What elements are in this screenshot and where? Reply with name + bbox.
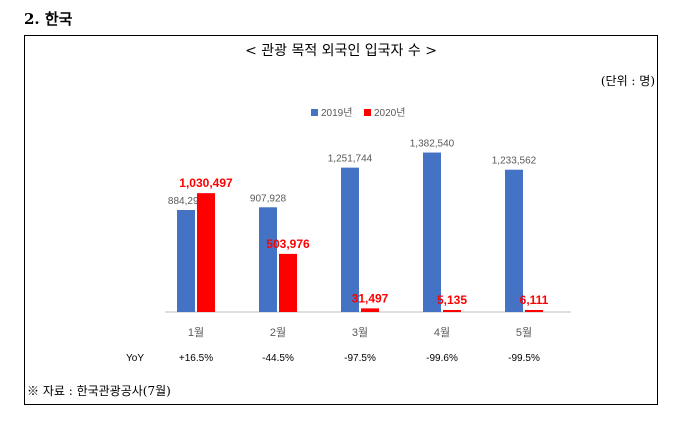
x-tick-label: 4월 (434, 326, 450, 339)
data-label-2020: 31,497 (352, 291, 389, 305)
bars-layer: 884,293 1,030,497 1월 907,928 503,976 2월 1,251,… (168, 139, 549, 339)
section-title: 2. 한국 (24, 10, 73, 28)
data-label-2019: 1,382,540 (410, 139, 455, 150)
bar-2020-2 (279, 253, 297, 312)
yoy-value: -97.5% (344, 353, 376, 364)
x-tick-label: 2월 (270, 326, 286, 339)
x-tick-label: 1월 (188, 326, 204, 339)
data-label-2020: 503,976 (266, 237, 310, 251)
yoy-value: +16.5% (179, 353, 213, 364)
legend-label-2020: 2020년 (374, 107, 405, 119)
bar-2020-5 (525, 310, 543, 312)
data-label-2019: 1,251,744 (328, 154, 373, 165)
legend-swatch-2020 (364, 109, 371, 116)
chart-title: < 관광 목적 외국인 입국자 수 > (245, 43, 437, 59)
data-label-2020: 6,111 (520, 293, 549, 307)
legend: 2019년 2020년 (311, 107, 405, 119)
bar-2019-1 (177, 210, 195, 312)
data-label-2020: 5,135 (437, 293, 467, 307)
legend-label-2019: 2019년 (321, 107, 352, 119)
yoy-label: YoY (126, 353, 144, 364)
bar-2019-5 (505, 169, 523, 312)
bar-2019-3 (341, 167, 359, 312)
yoy-row: +16.5% -44.5% -97.5% -99.6% -99.5% (179, 353, 540, 364)
yoy-value: -99.5% (508, 353, 540, 364)
bar-2020-4 (443, 310, 461, 312)
legend-swatch-2019 (311, 109, 318, 116)
data-label-2019: 1,233,562 (492, 156, 537, 167)
unit-label: (단위 : 명) (601, 74, 655, 88)
x-tick-label: 3월 (352, 326, 368, 339)
data-label-2020: 1,030,497 (179, 176, 233, 190)
data-label-2019: 907,928 (250, 193, 287, 204)
bar-2019-4 (423, 152, 441, 312)
bar-2020-3 (361, 308, 379, 312)
chart-frame: < 관광 목적 외국인 입국자 수 > (단위 : 명) 2019년 2020년… (24, 35, 658, 405)
bar-2019-2 (259, 207, 277, 312)
data-label-2019: 884,293 (168, 196, 205, 207)
x-tick-label: 5월 (516, 326, 532, 339)
bar-chart: < 관광 목적 외국인 입국자 수 > (단위 : 명) 2019년 2020년… (27, 43, 655, 398)
bar-2020-1 (197, 193, 215, 312)
yoy-value: -99.6% (426, 353, 458, 364)
yoy-value: -44.5% (262, 353, 294, 364)
source-note: ※ 자료 : 한국관광공사(7월) (27, 384, 171, 398)
